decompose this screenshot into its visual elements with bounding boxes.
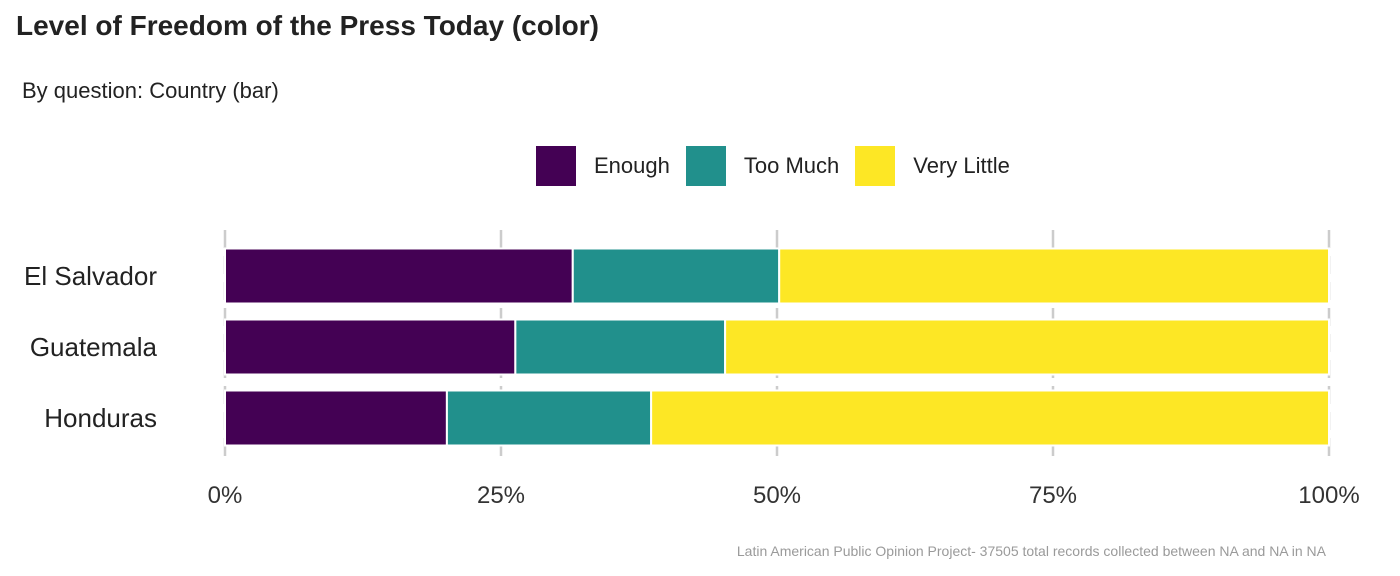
- category-label-el-salvador: El Salvador: [24, 261, 157, 291]
- chart-caption: Latin American Public Opinion Project- 3…: [736, 543, 1326, 559]
- x-tick-label-2: 50%: [753, 482, 801, 509]
- legend-label-too-much: Too Much: [743, 153, 840, 178]
- legend-swatch-too-much: [685, 146, 726, 186]
- legend: Enough Too Much Very Little: [536, 146, 1026, 186]
- bar-guatemala-too-much: [514, 318, 727, 376]
- legend-item-enough: Enough: [536, 146, 670, 186]
- x-tick-label-0: 0%: [208, 482, 243, 509]
- legend-item-too-much: Too Much: [685, 146, 840, 186]
- bar-guatemala-very-little: [724, 318, 1330, 376]
- legend-label-very-little: Very Little: [913, 153, 1010, 178]
- bar-honduras-too-much: [445, 389, 653, 447]
- x-tick-label-3: 75%: [1029, 482, 1077, 509]
- x-tick-label-4: 100%: [1298, 482, 1359, 509]
- x-tick-label-1: 25%: [477, 482, 525, 509]
- chart-title: Level of Freedom of the Press Today (col…: [16, 10, 599, 41]
- bar-guatemala-enough: [224, 318, 517, 376]
- legend-item-very-little: Very Little: [855, 146, 1010, 186]
- bar-el-salvador-enough: [224, 247, 574, 305]
- category-label-guatemala: Guatemala: [30, 332, 158, 362]
- chart-subtitle: By question: Country (bar): [22, 78, 279, 103]
- bar-el-salvador-very-little: [778, 247, 1330, 305]
- category-label-honduras: Honduras: [44, 403, 157, 433]
- bar-el-salvador-too-much: [571, 247, 781, 305]
- legend-swatch-enough: [536, 146, 576, 186]
- bar-honduras-very-little: [650, 389, 1330, 447]
- legend-label-enough: Enough: [594, 153, 670, 178]
- bar-honduras-enough: [224, 389, 448, 447]
- legend-swatch-very-little: [855, 146, 896, 186]
